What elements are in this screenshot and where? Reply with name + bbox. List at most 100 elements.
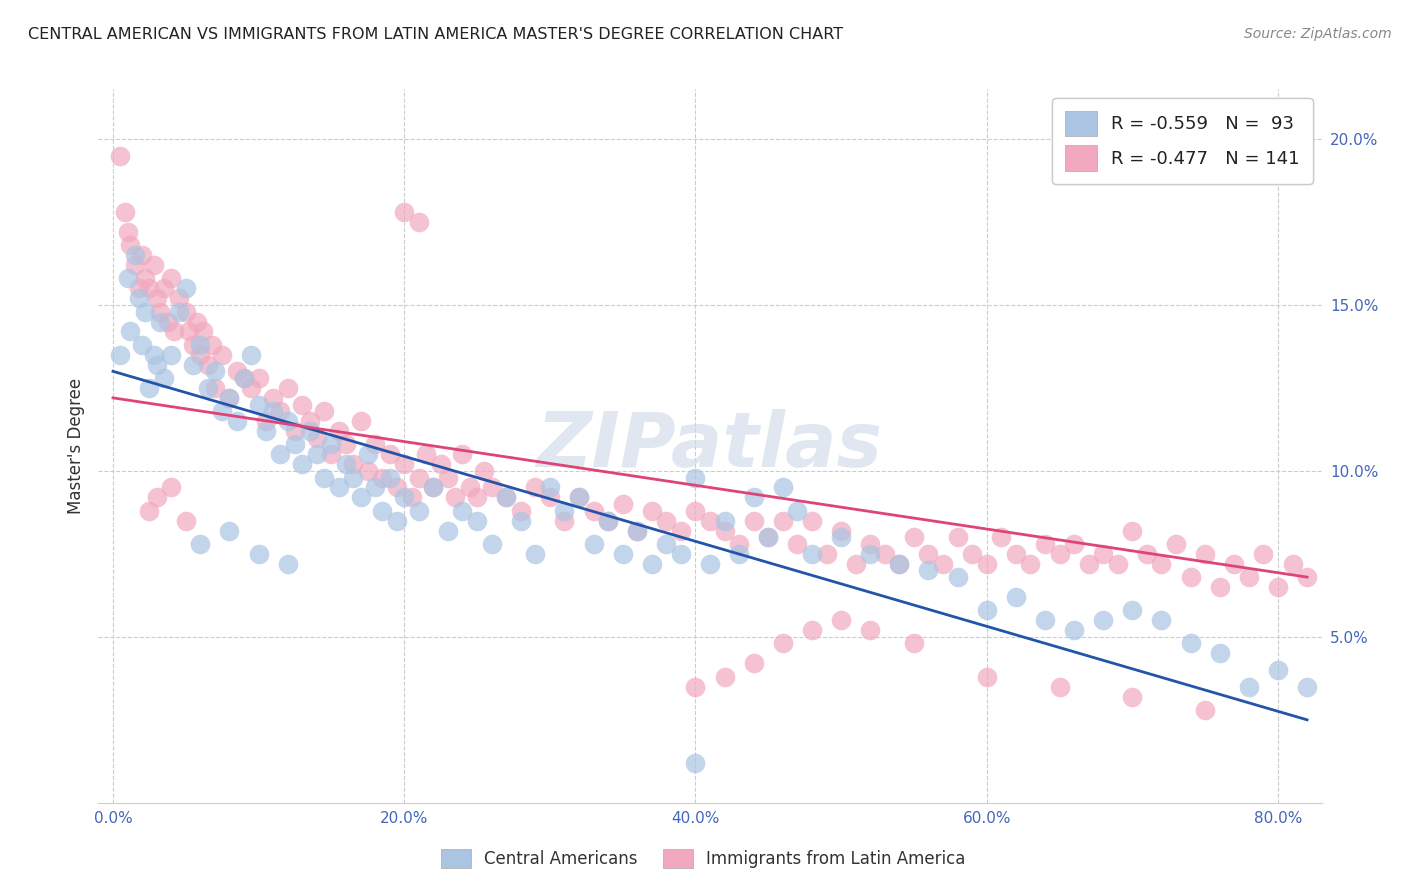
Point <box>181 358 204 372</box>
Point <box>859 547 882 561</box>
Point <box>269 404 291 418</box>
Point <box>110 148 132 162</box>
Point <box>291 457 314 471</box>
Text: ZIPatlas: ZIPatlas <box>537 409 883 483</box>
Text: CENTRAL AMERICAN VS IMMIGRANTS FROM LATIN AMERICA MASTER'S DEGREE CORRELATION CH: CENTRAL AMERICAN VS IMMIGRANTS FROM LATI… <box>28 27 844 42</box>
Point <box>1121 524 1143 538</box>
Point <box>1033 613 1056 627</box>
Point <box>655 537 678 551</box>
Legend: R = -0.559   N =  93, R = -0.477   N = 141: R = -0.559 N = 93, R = -0.477 N = 141 <box>1052 98 1313 184</box>
Point <box>859 624 882 638</box>
Point <box>110 348 132 362</box>
Point <box>1004 547 1026 561</box>
Point <box>641 504 664 518</box>
Point <box>357 447 380 461</box>
Point <box>1237 570 1260 584</box>
Point <box>149 304 172 318</box>
Point <box>801 624 824 638</box>
Point <box>830 613 852 627</box>
Point <box>385 481 408 495</box>
Point <box>385 514 408 528</box>
Point <box>1194 703 1216 717</box>
Point <box>145 491 167 505</box>
Point <box>1150 613 1173 627</box>
Point <box>247 371 270 385</box>
Point <box>174 304 197 318</box>
Point <box>371 504 394 518</box>
Point <box>357 464 380 478</box>
Point <box>1121 603 1143 617</box>
Point <box>612 497 634 511</box>
Point <box>1296 680 1319 694</box>
Point <box>163 325 186 339</box>
Point <box>371 470 394 484</box>
Point <box>1194 547 1216 561</box>
Point <box>138 504 160 518</box>
Point <box>713 670 735 684</box>
Point <box>321 437 343 451</box>
Point <box>1121 690 1143 704</box>
Point <box>596 514 619 528</box>
Point <box>481 537 503 551</box>
Point <box>932 557 955 571</box>
Point <box>298 414 321 428</box>
Point <box>328 424 350 438</box>
Point <box>149 314 172 328</box>
Point <box>472 464 495 478</box>
Point <box>1180 636 1202 650</box>
Point <box>976 603 998 617</box>
Point <box>134 271 156 285</box>
Point <box>685 680 707 694</box>
Point <box>465 491 488 505</box>
Point <box>233 371 256 385</box>
Point <box>946 530 969 544</box>
Point <box>481 481 503 495</box>
Point <box>138 281 160 295</box>
Point <box>349 414 371 428</box>
Point <box>713 514 735 528</box>
Point <box>342 457 364 471</box>
Point <box>742 657 765 671</box>
Point <box>786 504 808 518</box>
Point <box>422 481 444 495</box>
Point <box>247 397 270 411</box>
Point <box>204 381 226 395</box>
Point <box>685 504 707 518</box>
Point <box>903 530 925 544</box>
Point <box>364 481 387 495</box>
Point <box>1136 547 1159 561</box>
Point <box>378 447 401 461</box>
Point <box>247 547 270 561</box>
Point <box>392 457 416 471</box>
Point <box>186 314 208 328</box>
Point <box>728 537 751 551</box>
Point <box>699 514 721 528</box>
Point <box>277 381 299 395</box>
Point <box>1237 680 1260 694</box>
Point <box>1063 624 1085 638</box>
Point <box>582 537 605 551</box>
Point <box>145 291 167 305</box>
Point <box>117 271 139 285</box>
Point <box>240 381 263 395</box>
Point <box>1296 570 1319 584</box>
Point <box>328 481 350 495</box>
Point <box>269 447 291 461</box>
Point <box>1281 557 1303 571</box>
Point <box>1208 647 1230 661</box>
Point <box>451 504 474 518</box>
Point <box>160 348 183 362</box>
Point <box>889 557 911 571</box>
Point <box>204 364 226 378</box>
Point <box>830 524 852 538</box>
Point <box>262 404 284 418</box>
Point <box>128 281 150 295</box>
Point <box>437 470 460 484</box>
Point <box>240 348 263 362</box>
Point <box>1004 590 1026 604</box>
Point <box>188 338 212 352</box>
Point <box>437 524 460 538</box>
Point <box>378 470 401 484</box>
Point <box>772 481 794 495</box>
Point <box>145 358 167 372</box>
